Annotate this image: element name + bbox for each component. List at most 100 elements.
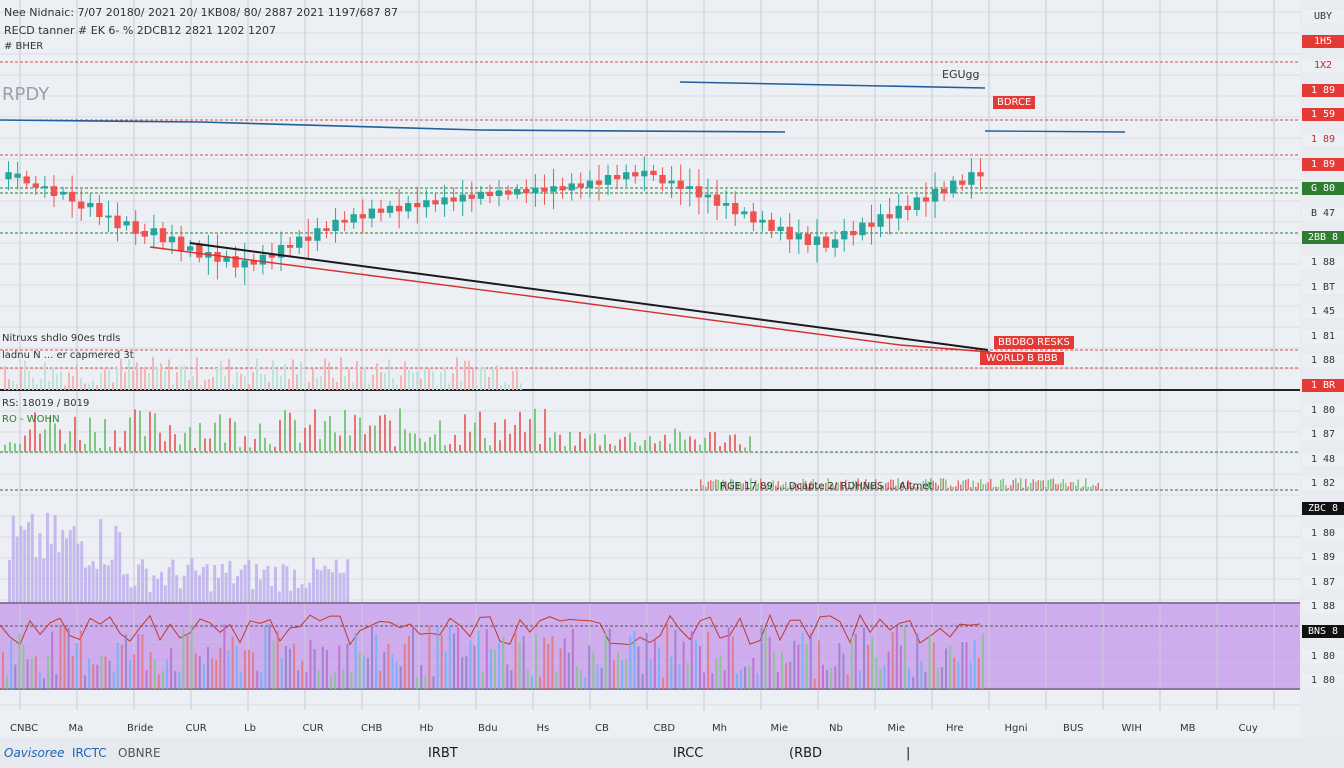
bottom-item-3[interactable]: (RBD [789, 746, 823, 761]
indicator-bar [877, 486, 879, 490]
indicator-bar [1007, 487, 1009, 490]
volume-bar-lower [659, 440, 661, 452]
volume-bar-lower [129, 417, 131, 452]
volume-bar-lower [574, 445, 576, 452]
volume-bar [20, 369, 22, 390]
rsi-bar [633, 630, 636, 689]
volume-bar-lower [39, 433, 41, 452]
indicator-bar [735, 481, 737, 490]
volume-bar-lower [409, 432, 411, 452]
indicator-bar [802, 478, 804, 490]
rsi-bar [555, 672, 558, 689]
volume-bar [208, 379, 210, 390]
rsi-bar [399, 666, 402, 689]
volume-bar [284, 364, 286, 390]
candle-body [159, 228, 167, 243]
volume-bar-lower [244, 436, 246, 452]
symbol-name[interactable]: IRCTC [72, 746, 107, 760]
indicator-bar [902, 481, 904, 490]
candle-body [741, 211, 748, 215]
candle-body [50, 186, 58, 196]
rsi-bar [231, 636, 234, 689]
indicator-bar [912, 485, 914, 490]
candle-body [586, 180, 594, 188]
rsi-bar [202, 663, 205, 689]
indicator-bar [1047, 480, 1049, 490]
price-tag: ZBC 8 [1302, 502, 1344, 515]
rsi-bar [243, 650, 246, 689]
indicator-bar [930, 478, 932, 490]
indicator-caption-1: RS: 18019 / B019 [2, 398, 90, 409]
volume-bar-lower [634, 442, 636, 452]
indicator-bar [840, 481, 842, 490]
price-tag: 1 80 [1302, 674, 1344, 688]
volume-bar-lower [144, 435, 146, 452]
indicator-bar [710, 480, 712, 490]
indicator-bar [722, 479, 724, 490]
volume-bar [384, 372, 386, 390]
histogram-bar [247, 559, 251, 602]
rsi-bar [584, 677, 587, 689]
histogram-bar [80, 541, 84, 602]
rsi-bar [608, 628, 611, 689]
volume-bar [460, 380, 462, 390]
histogram-bar [277, 591, 281, 602]
indicator-bar [860, 483, 862, 490]
badge-bottom-2: WORLD B BBB [980, 352, 1064, 365]
volume-bar-lower [64, 443, 66, 452]
histogram-bar [236, 576, 239, 602]
price-tag: 1 80 [1302, 403, 1344, 417]
bottom-item-1[interactable]: IRBT [428, 746, 458, 761]
volume-bar [268, 382, 270, 390]
rsi-bar [362, 655, 365, 689]
bottom-item-2[interactable]: IRCC [673, 746, 704, 761]
rsi-bar [826, 670, 829, 689]
volume-bar-lower [464, 414, 466, 452]
rsi-bar [666, 624, 669, 689]
rsi-bar [67, 627, 70, 689]
volume-bar-lower [554, 432, 556, 452]
candle-body [804, 233, 812, 245]
volume-bar-lower [534, 408, 536, 452]
candle-body [850, 231, 857, 236]
candle-body [759, 219, 766, 223]
rsi-bar [272, 640, 275, 689]
time-axis-label: CB [595, 723, 609, 734]
indicator-bar [905, 487, 907, 490]
histogram-bar [103, 564, 106, 602]
histogram-bar [274, 566, 277, 602]
rsi-bar [309, 639, 312, 689]
histogram-bar [285, 566, 289, 602]
rsi-bar [178, 672, 181, 689]
indicator-bar [795, 483, 797, 490]
volume-bar-lower [439, 420, 441, 452]
rsi-bar [325, 650, 328, 689]
volume-bar [12, 380, 14, 390]
rsi-bar [366, 657, 369, 689]
indicator-bar [987, 482, 989, 490]
indicator-bar [942, 478, 944, 490]
time-axis-label: MB [1180, 723, 1196, 734]
rsi-bar [473, 645, 476, 689]
volume-bar-lower [214, 422, 216, 452]
histogram-bar [27, 522, 30, 602]
volume-bar-lower [154, 413, 156, 452]
volume-bar [248, 384, 250, 390]
volume-bar [100, 372, 102, 390]
rsi-bar [432, 676, 435, 689]
brand-logo[interactable]: Oavisoree [4, 746, 65, 760]
rsi-bar [30, 658, 33, 689]
candle-body [432, 200, 439, 205]
candle-body [504, 190, 512, 195]
price-tag: 1 BR [1302, 379, 1344, 392]
indicator-bar [907, 480, 909, 490]
volume-bar-lower [594, 433, 596, 452]
candle-body [323, 228, 330, 231]
candle-body [150, 228, 158, 236]
indicator-bar [830, 483, 832, 490]
volume-bar-lower [324, 421, 326, 452]
rsi-bar [592, 651, 595, 689]
indicator-bar [705, 486, 707, 490]
histogram-bar [163, 585, 167, 602]
